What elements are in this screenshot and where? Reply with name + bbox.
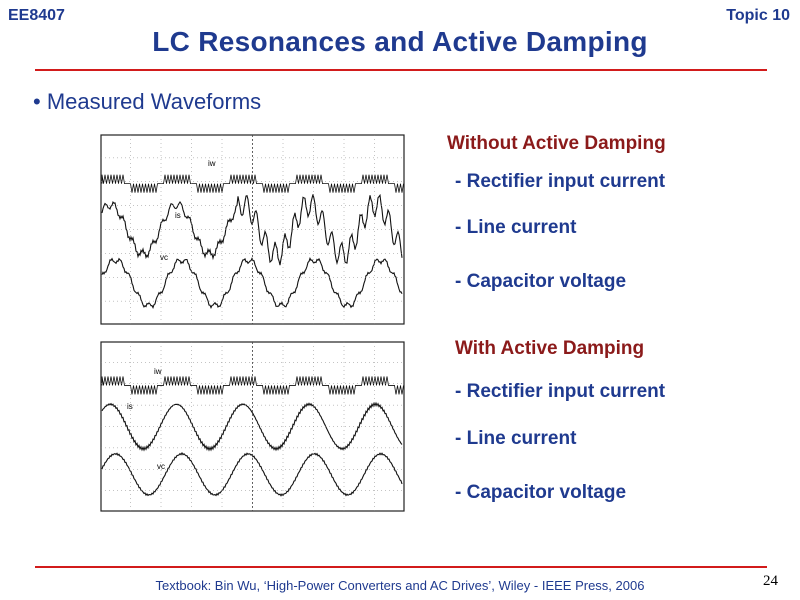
label-iw: iw [154, 367, 162, 376]
textbook-reference: Textbook: Bin Wu, ‘High-Power Converters… [155, 578, 645, 593]
label-iw: iw [208, 159, 216, 168]
oscilloscope-with-damping: iw is vc [100, 341, 405, 512]
slide-title: LC Resonances and Active Damping [152, 26, 648, 57]
item-rectifier-input-current: - Rectifier input current [455, 171, 666, 192]
waveform-capacitor-voltage [101, 257, 403, 310]
label-is: is [127, 402, 133, 411]
label-vc: vc [157, 462, 165, 471]
waveform-line-current [101, 401, 403, 452]
footer-divider [35, 566, 767, 568]
scope-graticule [100, 341, 405, 512]
waveform-rectifier-current [101, 376, 404, 395]
page-number: 24 [763, 573, 778, 589]
waveform-rectifier-current [101, 174, 404, 193]
label-vc: vc [160, 253, 168, 262]
waveform-capacitor-voltage [101, 451, 403, 497]
topic-label: Topic 10 [726, 7, 790, 24]
heading-with-active-damping: With Active Damping [455, 338, 645, 359]
scope-graticule [100, 134, 405, 325]
item-line-current: - Line current [455, 217, 577, 238]
item-capacitor-voltage: - Capacitor voltage [455, 271, 627, 292]
waveform-plot-with-damping: iw is vc [100, 341, 405, 512]
label-is: is [175, 211, 181, 220]
item-line-current: - Line current [455, 428, 577, 449]
course-code: EE8407 [8, 7, 65, 24]
item-capacitor-voltage: - Capacitor voltage [455, 482, 627, 503]
bullet-measured-waveforms: • Measured Waveforms [33, 89, 262, 114]
heading-without-active-damping: Without Active Damping [447, 133, 666, 154]
item-rectifier-input-current: - Rectifier input current [455, 381, 666, 402]
waveform-line-current [101, 193, 403, 266]
oscilloscope-without-damping: iw is vc [100, 134, 405, 325]
title-divider [35, 69, 767, 71]
waveform-plot-without-damping: iw is vc [100, 134, 405, 325]
